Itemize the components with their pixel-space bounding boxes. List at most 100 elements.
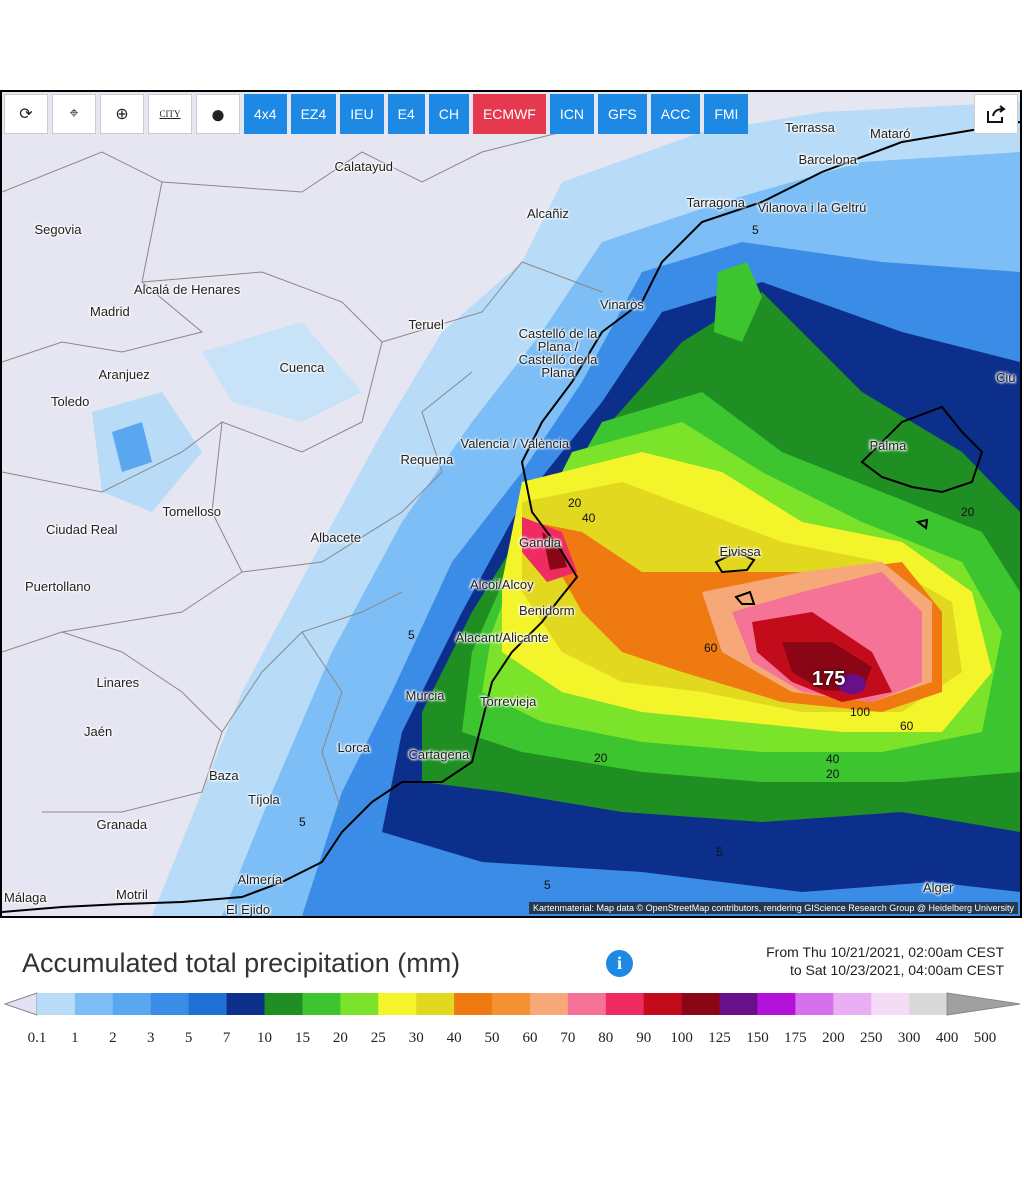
city-label: Baza [209, 768, 239, 783]
forecast-period: From Thu 10/21/2021, 02:00am CEST to Sat… [766, 943, 1004, 979]
city-label: Tarragona [686, 195, 746, 210]
city-label: Madrid [90, 304, 130, 319]
model-button-e4[interactable]: E4 [387, 94, 425, 134]
city-label: Vinaròs [600, 297, 644, 312]
scale-tick-label: 80 [598, 1030, 613, 1046]
scale-tick-label: 10 [257, 1030, 272, 1046]
scale-swatch [492, 993, 531, 1015]
scale-swatch [757, 993, 796, 1015]
scale-swatch [188, 993, 228, 1015]
share-icon [987, 105, 1006, 123]
city-label: Toledo [51, 394, 90, 409]
city-label: Alacant/Alicante [455, 630, 549, 645]
contour-label: 40 [582, 511, 596, 525]
city-label: Segovia [34, 222, 82, 237]
scale-tick-label: 40 [447, 1030, 462, 1046]
scale-tick-label: 90 [636, 1030, 651, 1046]
contour-label: 20 [594, 751, 608, 765]
scale-swatch [416, 993, 455, 1015]
location-pin-icon: ⌖ [69, 105, 79, 122]
scale-tick-label: 70 [560, 1030, 575, 1046]
model-button-gfs[interactable]: GFS [597, 94, 647, 134]
contour-label: 5 [716, 845, 723, 859]
city-label: El Ejido [226, 902, 271, 917]
city-label: Alger [923, 880, 954, 895]
scale-swatch [340, 993, 379, 1015]
model-button-ch[interactable]: CH [428, 94, 469, 134]
scale-tick-label: 60 [522, 1030, 537, 1046]
model-button-ieu[interactable]: IEU [340, 94, 384, 134]
scale-tick-label: 3 [147, 1030, 155, 1046]
city-labels-icon: CITY [159, 109, 181, 119]
scale-swatch [529, 993, 569, 1015]
reload-button[interactable]: ⟳ [4, 94, 48, 134]
model-button-acc[interactable]: ACC [650, 94, 701, 134]
city-label: Murcia [405, 688, 445, 703]
city-label: Tomelloso [162, 504, 222, 519]
city-label: Requena [400, 452, 454, 467]
city-label: Benidorm [519, 603, 575, 618]
share-button[interactable] [974, 94, 1018, 134]
scale-tick-label: 200 [822, 1030, 845, 1046]
scale-tick-label: 300 [898, 1030, 921, 1046]
precipitation-overlay [2, 92, 1020, 916]
city-label: Eivissa [719, 544, 761, 559]
city-labels-button[interactable]: CITY [148, 94, 192, 134]
scale-swatch [871, 993, 910, 1015]
scale-swatch [909, 993, 948, 1015]
model-button-ez4[interactable]: EZ4 [290, 94, 337, 134]
city-label: Castelló de la Plana / Castelló de la Pl… [518, 326, 598, 380]
city-label: Tíjola [248, 792, 280, 807]
scale-tick-label: 125 [708, 1030, 731, 1046]
precipitation-map[interactable]: Calatayud Terrassa Mataró Barcelona Segovia A… [0, 90, 1022, 918]
city-label: Vilanova i la Geltrú [757, 200, 867, 215]
city-label: Granada [96, 817, 148, 832]
scale-swatch [833, 993, 872, 1015]
contour-label: 5 [544, 878, 551, 892]
city-label: Lorca [337, 740, 371, 755]
city-label: Gandia [519, 535, 561, 550]
city-label: Barcelona [798, 152, 858, 167]
scale-swatch [681, 993, 721, 1015]
city-label: Cartagena [408, 747, 470, 762]
scale-tick-label: 50 [485, 1030, 500, 1046]
scale-swatch [567, 993, 607, 1015]
city-label: Albacete [310, 530, 362, 545]
city-label: Ciu [996, 370, 1016, 385]
contour-label: 60 [900, 719, 914, 733]
zoom-icon: ⊕ [115, 106, 129, 123]
scale-tick-label: 1 [71, 1030, 79, 1046]
city-label: Puertollano [25, 579, 91, 594]
scale-tick-label: 7 [223, 1030, 231, 1046]
model-button-icn[interactable]: ICN [549, 94, 594, 134]
model-button-ecmwf[interactable]: ECMWF [472, 94, 546, 134]
scale-swatch [264, 993, 303, 1015]
dot-size-button[interactable]: ● [196, 94, 240, 134]
scale-tick-label: 5 [185, 1030, 193, 1046]
city-label: Terrassa [785, 120, 835, 135]
city-label: Alcañiz [527, 206, 569, 221]
city-label: Aranjuez [98, 367, 150, 382]
scale-tick-label: 400 [936, 1030, 959, 1046]
city-label: Cuenca [279, 360, 325, 375]
scale-tick-label: 30 [409, 1030, 424, 1046]
location-pin-button[interactable]: ⌖ [52, 94, 96, 134]
city-label: Jaén [84, 724, 113, 739]
city-label: Málaga [4, 890, 47, 905]
contour-label: 5 [408, 628, 415, 642]
info-icon[interactable]: i [606, 950, 633, 977]
scale-tick-label: 0.1 [28, 1030, 47, 1046]
model-button-fmi[interactable]: FMI [704, 94, 749, 134]
scale-swatch [643, 993, 683, 1015]
city-label: Calatayud [334, 159, 394, 174]
scale-arrow-left [3, 992, 38, 1016]
scale-tick-label: 20 [333, 1030, 348, 1046]
scale-swatch [378, 993, 417, 1015]
model-button-4x4[interactable]: 4x4 [244, 94, 287, 134]
period-start: From Thu 10/21/2021, 02:00am CEST [766, 944, 1004, 960]
scale-tick-label: 15 [295, 1030, 310, 1046]
color-scale: 0.1 1 2 3 5 7 10 15 20 25 30 40 50 60 70 80 90 100 125 150 1… [3, 992, 1021, 1046]
scale-swatch [454, 993, 493, 1015]
zoom-button[interactable]: ⊕ [100, 94, 144, 134]
reload-icon: ⟳ [19, 106, 33, 123]
